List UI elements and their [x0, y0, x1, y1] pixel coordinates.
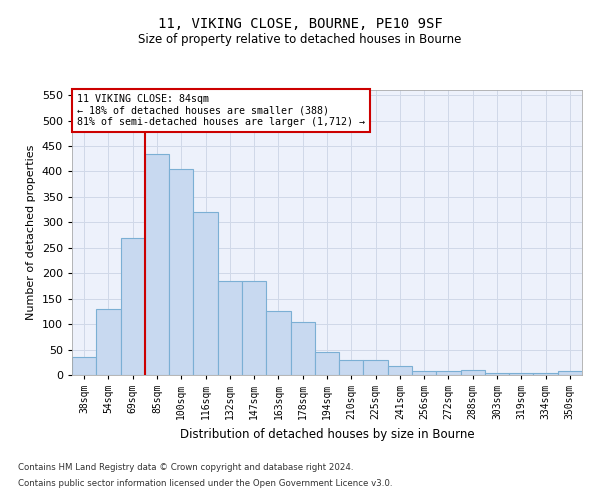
Bar	[315, 352, 339, 375]
Bar	[218, 281, 242, 375]
Bar	[121, 238, 145, 375]
Text: 11 VIKING CLOSE: 84sqm
← 18% of detached houses are smaller (388)
81% of semi-de: 11 VIKING CLOSE: 84sqm ← 18% of detached…	[77, 94, 365, 128]
Bar	[169, 169, 193, 375]
Bar	[412, 371, 436, 375]
Bar	[558, 371, 582, 375]
Bar	[436, 371, 461, 375]
Text: 11, VIKING CLOSE, BOURNE, PE10 9SF: 11, VIKING CLOSE, BOURNE, PE10 9SF	[158, 18, 442, 32]
Bar	[242, 281, 266, 375]
Bar	[72, 357, 96, 375]
Bar	[145, 154, 169, 375]
Y-axis label: Number of detached properties: Number of detached properties	[26, 145, 36, 320]
Bar	[533, 374, 558, 375]
Text: Contains public sector information licensed under the Open Government Licence v3: Contains public sector information licen…	[18, 478, 392, 488]
Bar	[388, 366, 412, 375]
Bar	[266, 312, 290, 375]
Bar	[509, 374, 533, 375]
Text: Size of property relative to detached houses in Bourne: Size of property relative to detached ho…	[139, 32, 461, 46]
Bar	[364, 360, 388, 375]
Text: Contains HM Land Registry data © Crown copyright and database right 2024.: Contains HM Land Registry data © Crown c…	[18, 464, 353, 472]
Bar	[96, 309, 121, 375]
Bar	[339, 360, 364, 375]
Bar	[485, 374, 509, 375]
Bar	[290, 322, 315, 375]
Bar	[461, 370, 485, 375]
X-axis label: Distribution of detached houses by size in Bourne: Distribution of detached houses by size …	[179, 428, 475, 440]
Bar	[193, 212, 218, 375]
